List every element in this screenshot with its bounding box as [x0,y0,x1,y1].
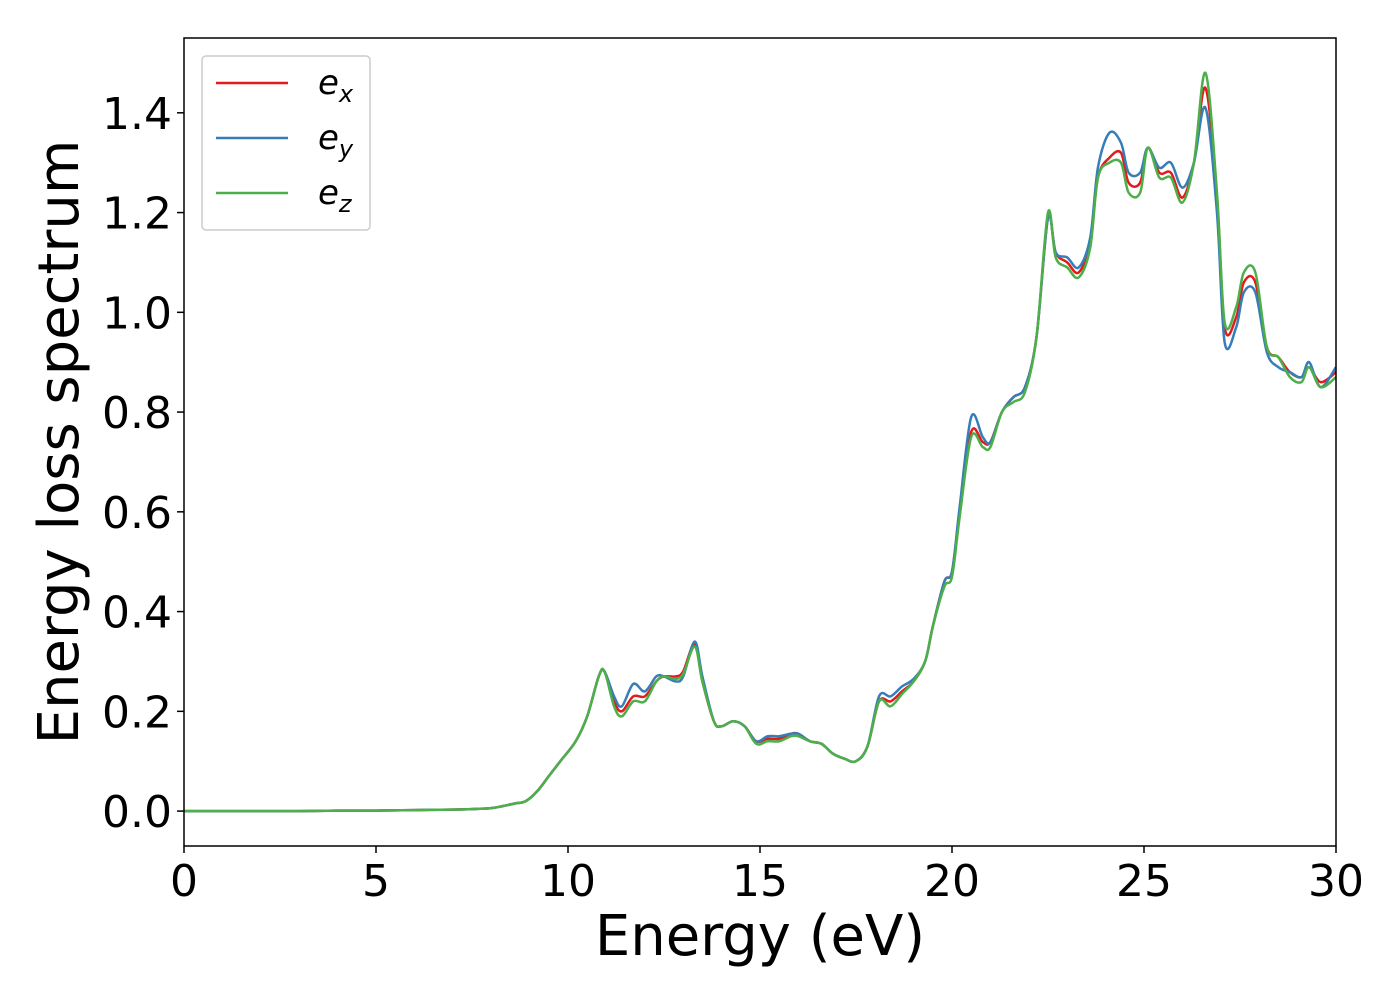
x-tick-label: 20 [924,856,980,907]
x-tick-label: 25 [1116,856,1172,907]
y-tick-label: 0.4 [102,588,172,639]
series-layer [184,71,1338,813]
x-tick-label: 30 [1308,856,1364,907]
y-tick-label: 0.8 [102,388,172,439]
y-tick-label: 0.0 [102,787,172,838]
legend-box [201,55,371,231]
x-tick-label: 10 [540,856,596,907]
y-tick-label: 1.2 [102,189,172,240]
x-tick-label: 5 [362,856,390,907]
x-tick-label: 0 [170,856,198,907]
y-axis: 0.0 0.2 0.4 0.6 0.8 1.0 1.2 1.4 [102,89,184,838]
x-tick-label: 15 [732,856,788,907]
y-axis-title: Energy loss spectrum [27,140,92,745]
x-axis: 0 5 10 15 20 25 30 [170,846,1364,907]
y-tick-label: 0.6 [102,488,172,539]
series-line-z [184,71,1337,813]
x-axis-title: Energy (eV) [595,904,925,969]
y-tick-label: 1.4 [102,89,172,140]
y-tick-label: 1.0 [102,288,172,339]
y-tick-label: 0.2 [102,687,172,738]
